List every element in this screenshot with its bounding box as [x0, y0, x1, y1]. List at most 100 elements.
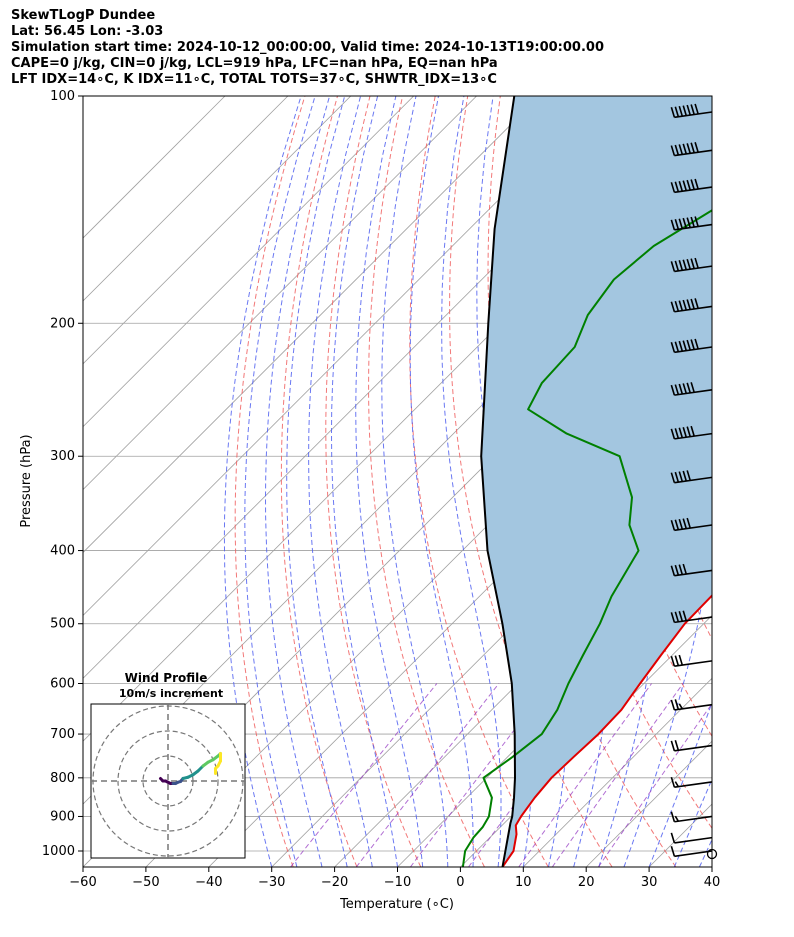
wind-barb-feather: [682, 105, 688, 116]
wind-barb-feather: [670, 565, 676, 576]
wind-barb-feather: [670, 107, 676, 118]
wind-barb: [670, 298, 713, 313]
wind-barb-staff: [674, 569, 713, 577]
wind-barb: [670, 740, 713, 752]
mixing-ratio-line: [597, 702, 712, 867]
wind-barb-feather: [682, 470, 688, 482]
dry-adiabat-line: [234, 96, 306, 867]
wind-barb: [670, 257, 713, 273]
wind-barb-feather: [690, 425, 695, 437]
dry-adiabat-line: [280, 96, 358, 867]
wind-barb-feather: [674, 144, 680, 156]
time-line: Simulation start time: 2024-10-12_00:00:…: [11, 40, 604, 55]
wind-barb-feather: [670, 182, 676, 193]
isotherm-line: [523, 677, 712, 867]
wind-barb-feather: [674, 655, 680, 666]
wind-barb-feather: [670, 520, 676, 531]
wind-barb-feather: [674, 519, 680, 530]
wind-barb-feather: [678, 703, 683, 710]
y-tick-label: 900: [50, 809, 75, 824]
moist-adiabat-line: [244, 96, 316, 867]
moist-adiabat-line: [698, 838, 712, 867]
wind-barb: [670, 699, 713, 711]
isotherm-line: [83, 96, 226, 239]
wind-barb: [670, 141, 713, 157]
hodograph-subtitle: 10m/s increment: [119, 687, 223, 700]
wind-barb-feather: [674, 428, 680, 439]
wind-barb-feather: [682, 217, 688, 229]
wind-barb-staff: [674, 616, 713, 624]
wind-barb-feather: [678, 427, 684, 439]
wind-barb-staff: [674, 524, 713, 532]
wind-barb-feather: [670, 261, 676, 272]
wind-barb-feather: [670, 811, 676, 822]
wind-barb: [670, 846, 713, 858]
y-tick-label: 700: [50, 727, 75, 742]
mixing-ratio-line: [551, 683, 684, 867]
wind-barb-feather: [686, 426, 691, 437]
wind-barb-feather: [670, 384, 676, 396]
wind-barb-feather: [674, 219, 680, 230]
x-tick-label: −20: [321, 875, 348, 890]
wind-barb: [670, 470, 713, 484]
mixing-ratio-line: [355, 683, 500, 867]
wind-barb-feather: [690, 179, 695, 190]
wind-barb-feather: [670, 472, 676, 483]
wind-barb-feather: [686, 258, 691, 270]
y-tick-label: 600: [50, 677, 75, 692]
wind-barb-feather: [678, 260, 684, 271]
mixing-ratio-line: [409, 683, 551, 867]
indices-line: LFT IDX=14∘C, K IDX=11∘C, TOTAL TOTS=37∘…: [11, 72, 497, 87]
wind-barb-staff: [674, 432, 713, 440]
x-tick-label: −10: [384, 875, 411, 890]
wind-barb-feather: [678, 300, 684, 311]
x-tick-label: 10: [515, 875, 532, 890]
wind-barb-feather: [686, 179, 691, 191]
y-tick-label: 300: [50, 449, 75, 464]
moist-adiabat-line: [330, 96, 398, 867]
isotherm-line: [711, 866, 712, 867]
wind-barb-feather: [682, 610, 688, 621]
isotherm-line: [83, 96, 603, 616]
wind-barb-layer: [670, 103, 718, 860]
wind-barb-feather: [694, 141, 699, 153]
wind-barb-feather: [682, 518, 688, 529]
x-tick-label: −50: [132, 875, 159, 890]
wind-barb-feather: [686, 217, 691, 228]
wind-barb-staff: [674, 815, 713, 823]
wind-barb-staff: [674, 149, 713, 157]
wind-barb-feather: [674, 181, 680, 192]
wind-barb-feather: [690, 216, 695, 228]
wind-barb-feather: [670, 832, 676, 844]
wind-barb: [670, 216, 713, 231]
wind-barb-feather: [690, 382, 695, 393]
wind-barb-feather: [686, 104, 691, 116]
wind-barb: [670, 832, 713, 844]
wind-barb-feather: [686, 517, 691, 529]
moist-adiabat-line: [441, 96, 502, 867]
cin-shading-area: [481, 96, 712, 867]
y-tick-label: 200: [50, 316, 75, 331]
wind-barb-staff: [674, 781, 713, 788]
wind-barb: [670, 811, 713, 823]
wind-barb-feather: [678, 340, 684, 352]
isotherm-line: [83, 96, 477, 491]
wind-barb-feather: [670, 740, 676, 752]
moist-adiabat-line: [381, 96, 449, 867]
parcel-line: [480, 96, 516, 867]
mixing-ratio-line: [290, 683, 438, 867]
wind-barb-feather: [674, 611, 680, 623]
y-tick-label: 100: [50, 89, 75, 104]
x-tick-label: −60: [69, 875, 96, 890]
wind-barb-feather: [670, 655, 676, 667]
wind-barb-feather: [686, 299, 691, 310]
x-tick-label: 30: [641, 875, 658, 890]
moist-adiabat-line: [355, 96, 424, 867]
wind-barb-feather: [678, 144, 684, 155]
wind-barb-feather: [694, 298, 699, 309]
wind-barb-feather: [670, 699, 676, 711]
chart-header: SkewTLogP Dundee Lat: 56.45 Lon: -3.03 S…: [11, 8, 604, 88]
isotherm-line: [83, 96, 289, 302]
wind-barb: [670, 776, 713, 788]
